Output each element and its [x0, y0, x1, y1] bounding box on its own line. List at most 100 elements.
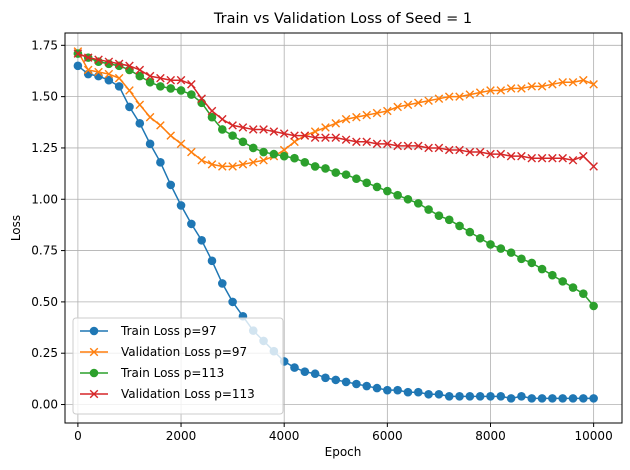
- data-point: [114, 73, 124, 83]
- data-point: [579, 151, 588, 161]
- data-point: [579, 394, 588, 403]
- legend-swatch-marker: [89, 389, 99, 399]
- data-point: [527, 153, 537, 163]
- data-point: [393, 385, 402, 395]
- data-point: [475, 233, 485, 243]
- data-point: [393, 141, 402, 151]
- data-point: [310, 133, 320, 142]
- data-point: [455, 392, 464, 401]
- data-point: [434, 211, 444, 220]
- data-point: [94, 55, 103, 64]
- axis-ticks: 0 2000 4000 6000 8000 10000 0.00 0.25 0.50 0.75 1.…: [31, 38, 612, 443]
- data-point: [413, 199, 423, 208]
- data-point: [218, 279, 227, 288]
- data-point: [383, 139, 392, 149]
- data-point: [197, 94, 206, 103]
- legend-swatch-marker: [89, 326, 99, 336]
- data-point: [537, 264, 547, 274]
- data-point: [393, 190, 402, 200]
- data-point: [486, 392, 495, 401]
- data-point: [413, 387, 423, 397]
- data-point: [341, 377, 351, 387]
- chart-title: Train vs Validation Loss of Seed = 1: [213, 11, 472, 27]
- data-point: [331, 133, 341, 142]
- data-point: [424, 96, 433, 106]
- data-point: [310, 127, 320, 136]
- x-tick-label: 0: [74, 429, 82, 443]
- data-point: [352, 112, 361, 122]
- data-point: [269, 127, 279, 136]
- data-point: [73, 61, 83, 71]
- legend-entry: Train Loss p=113: [80, 366, 224, 380]
- data-point: [187, 147, 196, 157]
- data-point: [496, 86, 506, 95]
- data-point: [568, 283, 578, 292]
- data-point: [424, 205, 433, 214]
- legend-swatch-marker: [89, 347, 99, 357]
- data-point: [424, 143, 433, 153]
- data-point: [527, 394, 537, 403]
- data-point: [104, 75, 114, 85]
- data-point: [372, 139, 382, 149]
- data-point: [135, 65, 145, 75]
- data-point: [290, 137, 299, 147]
- data-point: [465, 227, 475, 237]
- data-point: [290, 153, 299, 163]
- data-point: [114, 59, 124, 69]
- data-point: [424, 389, 433, 399]
- series-2: [73, 47, 598, 171]
- data-point: [558, 77, 567, 87]
- data-point: [145, 112, 155, 122]
- data-point: [579, 75, 588, 85]
- data-point: [403, 100, 413, 110]
- data-point: [259, 147, 268, 157]
- data-point: [434, 143, 444, 153]
- data-point: [187, 219, 196, 229]
- data-point: [259, 125, 268, 134]
- data-point: [238, 160, 248, 169]
- data-point: [248, 125, 258, 134]
- data-point: [156, 158, 165, 167]
- data-point: [114, 82, 124, 91]
- data-point: [496, 392, 506, 401]
- data-point: [176, 139, 186, 149]
- data-point: [548, 153, 557, 163]
- data-point: [548, 80, 557, 89]
- data-point: [537, 153, 547, 163]
- data-point: [73, 49, 83, 58]
- data-point: [589, 301, 598, 311]
- y-tick-label: 1.50: [31, 90, 58, 104]
- legend-label: Train Loss p=97: [120, 324, 217, 338]
- legend-label: Train Loss p=113: [120, 366, 224, 380]
- data-point: [218, 125, 227, 134]
- data-point: [238, 137, 248, 147]
- data-point: [145, 71, 155, 81]
- y-tick-label: 0.25: [31, 346, 58, 360]
- data-point: [207, 112, 217, 122]
- data-point: [496, 149, 506, 159]
- data-point: [300, 367, 310, 376]
- data-point: [197, 236, 206, 245]
- y-tick-label: 1.75: [31, 38, 58, 52]
- data-point: [310, 162, 320, 171]
- data-point: [579, 289, 588, 298]
- legend-label: Validation Loss p=113: [121, 387, 255, 401]
- legend: Train Loss p=97 Validation Loss p=97 Train…: [72, 317, 284, 415]
- data-point: [506, 84, 516, 93]
- data-point: [403, 141, 413, 151]
- data-point: [517, 84, 526, 93]
- series-4: [73, 49, 598, 171]
- data-point: [455, 221, 464, 231]
- data-point: [321, 133, 330, 142]
- data-point: [383, 106, 392, 116]
- data-point: [393, 102, 402, 112]
- data-point: [83, 53, 93, 62]
- data-point: [228, 121, 237, 130]
- data-point: [444, 92, 454, 101]
- data-point: [166, 75, 176, 85]
- data-point: [290, 131, 299, 140]
- legend-box: [72, 317, 284, 415]
- data-point: [341, 114, 351, 124]
- data-point: [331, 119, 341, 128]
- data-point: [156, 82, 165, 91]
